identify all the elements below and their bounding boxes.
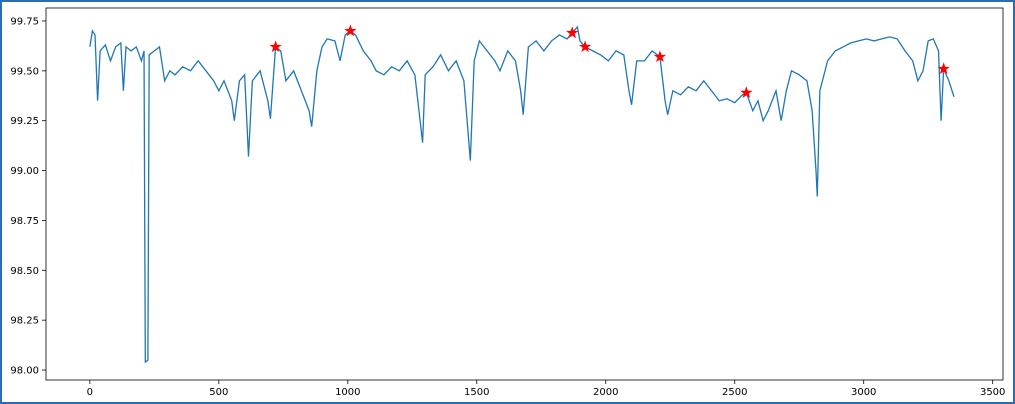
x-tick-label: 2000 [593,387,618,398]
x-tick-label: 500 [209,387,228,398]
star-marker [740,86,753,99]
x-tick-label: 3500 [980,387,1005,398]
y-tick-label: 98.25 [10,316,39,327]
star-marker [937,62,950,75]
y-tick-label: 98.00 [10,366,39,377]
y-tick-label: 99.75 [10,16,39,27]
y-tick-label: 99.00 [10,166,39,177]
star-marker [344,24,357,37]
x-tick-label: 0 [87,387,93,398]
star-marker [566,26,579,39]
x-tick-label: 1000 [335,387,360,398]
y-tick-label: 99.50 [10,66,39,77]
plot-frame [45,7,1004,381]
star-marker [578,40,592,53]
y-tick-label: 98.75 [10,216,39,227]
x-tick-label: 1500 [464,387,489,398]
star-marker [269,40,282,53]
y-tick-label: 99.25 [10,116,39,127]
star-marker [653,50,667,63]
data-line [89,25,955,364]
x-tick-label: 3000 [851,387,876,398]
x-tick-label: 2500 [722,387,747,398]
y-tick-label: 98.50 [10,266,39,277]
